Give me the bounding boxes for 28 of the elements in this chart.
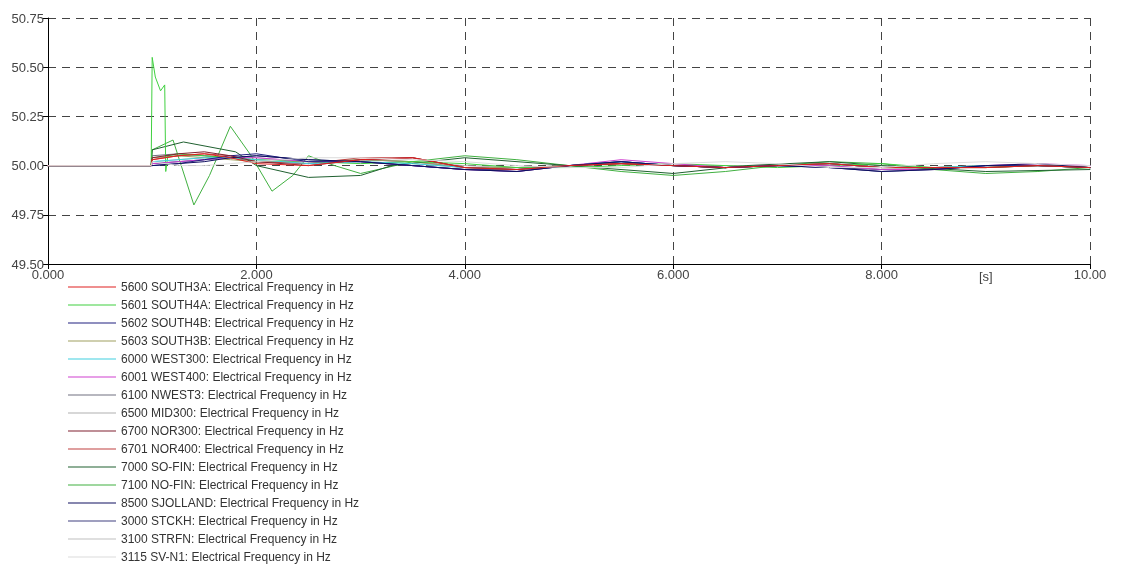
legend-label: 5601 SOUTH4A: Electrical Frequency in Hz (121, 298, 354, 312)
y-tick-label: 50.50 (11, 59, 44, 75)
y-tick-label: 50.25 (11, 108, 44, 124)
legend-label: 8500 SJOLLAND: Electrical Frequency in Hz (121, 496, 360, 510)
legend-label: 5603 SOUTH3B: Electrical Frequency in Hz (121, 334, 354, 348)
y-tick-label: 49.75 (11, 207, 44, 223)
x-tick-label: 4.000 (448, 267, 482, 282)
legend-label: 5600 SOUTH3A: Electrical Frequency in Hz (121, 280, 354, 294)
x-tick-label: 8.000 (865, 267, 898, 282)
x-tick-label: 6.000 (656, 267, 690, 282)
legend-label: 3000 STCKH: Electrical Frequency in Hz (121, 514, 338, 528)
x-tick-label: 10.00 (1073, 267, 1107, 282)
legend-label: 7000 SO-FIN: Electrical Frequency in Hz (121, 460, 338, 474)
legend-label: 6700 NOR300: Electrical Frequency in Hz (121, 424, 344, 438)
legend-label: 6100 NWEST3: Electrical Frequency in Hz (121, 388, 348, 402)
legend-label: 3100 STRFN: Electrical Frequency in Hz (121, 532, 338, 546)
x-tick-label: 2.000 (240, 267, 273, 282)
y-tick-label: 50.00 (11, 158, 44, 174)
legend-label: 6001 WEST400: Electrical Frequency in Hz (121, 370, 352, 384)
y-tick-label: 50.75 (11, 10, 44, 26)
x-axis-title: [s] (978, 269, 993, 284)
legend-label: 6701 NOR400: Electrical Frequency in Hz (121, 442, 344, 456)
legend-label: 7100 NO-FIN: Electrical Frequency in Hz (121, 478, 339, 492)
legend-label: 6500 MID300: Electrical Frequency in Hz (121, 406, 340, 420)
x-tick-label: 0.000 (31, 267, 65, 282)
legend-label: 3115 SV-N1: Electrical Frequency in Hz (121, 550, 331, 564)
legend-label: 6000 WEST300: Electrical Frequency in Hz (121, 352, 352, 366)
legend-label: 5602 SOUTH4B: Electrical Frequency in Hz (121, 316, 354, 330)
